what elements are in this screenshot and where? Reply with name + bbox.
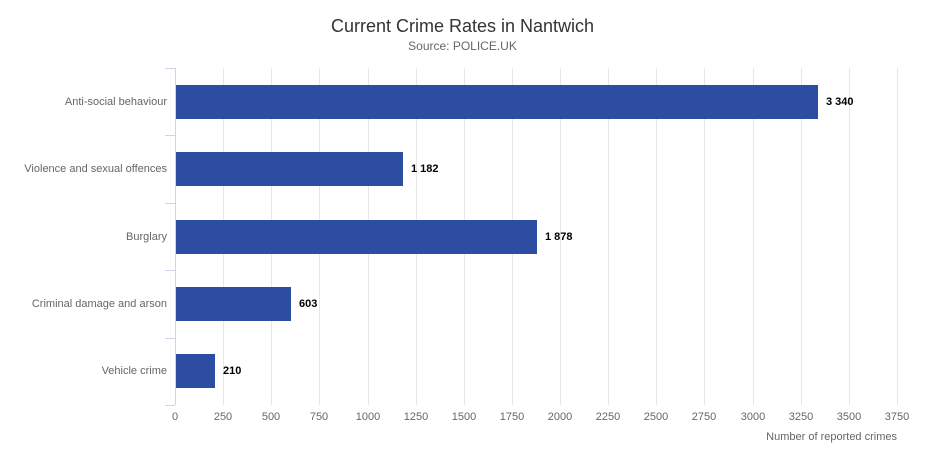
value-axis-tick-label: 3750	[884, 411, 910, 423]
bar-value-label: 3 340	[826, 96, 854, 108]
value-axis-tick-label: 500	[261, 411, 281, 423]
bar-value-label: 1 182	[411, 163, 439, 175]
bar-burglary[interactable]	[175, 220, 537, 254]
gridline	[897, 68, 898, 405]
value-axis-tick-label: 250	[213, 411, 233, 423]
value-axis-tick-label: 1250	[403, 411, 429, 423]
gridline	[801, 68, 802, 405]
category-tick	[165, 203, 175, 204]
category-tick	[165, 270, 175, 271]
bar-anti-social-behaviour[interactable]	[175, 85, 818, 119]
category-label: Vehicle crime	[101, 365, 167, 377]
category-axis-line	[175, 68, 176, 405]
bar-vehicle-crime[interactable]	[175, 354, 215, 388]
value-axis-tick-label: 1750	[499, 411, 525, 423]
gridline	[608, 68, 609, 405]
gridline	[849, 68, 850, 405]
value-axis-tick-label: 3250	[788, 411, 814, 423]
bar-criminal-damage-and-arson[interactable]	[175, 287, 291, 321]
plot-area: 3 340 1 182 1 878 603 210	[175, 68, 898, 405]
chart-title: Current Crime Rates in Nantwich	[330, 16, 595, 36]
value-axis-tick-label: 1500	[451, 411, 477, 423]
category-tick	[165, 338, 175, 339]
category-tick	[165, 405, 175, 406]
value-axis-title: Number of reported crimes	[766, 431, 897, 443]
value-axis-tick-label: 2000	[547, 411, 573, 423]
gridline	[753, 68, 754, 405]
bar-violence-and-sexual-offences[interactable]	[175, 152, 403, 186]
value-axis-tick-label: 2750	[691, 411, 717, 423]
value-axis-tick-label: 2250	[595, 411, 621, 423]
category-label: Criminal damage and arson	[31, 298, 167, 310]
gridline	[560, 68, 561, 405]
value-axis-tick-label: 750	[309, 411, 329, 423]
value-axis-tick-label: 2500	[643, 411, 669, 423]
category-tick	[165, 68, 175, 69]
category-label: Violence and sexual offences	[24, 163, 167, 175]
value-axis-tick-label: 0	[171, 411, 179, 423]
category-label: Anti-social behaviour	[64, 96, 167, 108]
gridline	[656, 68, 657, 405]
category-label: Burglary	[126, 231, 167, 243]
category-tick	[165, 135, 175, 136]
bar-value-label: 1 878	[545, 231, 573, 243]
bar-value-label: 210	[223, 365, 242, 377]
value-axis-tick-label: 3500	[836, 411, 862, 423]
gridline	[704, 68, 705, 405]
chart-subtitle: Source: POLICE.UK	[408, 39, 517, 53]
bar-value-label: 603	[299, 298, 318, 310]
category-axis-labels: Anti-social behaviour Violence and sexual…	[17, 68, 167, 405]
value-axis-tick-label: 3000	[740, 411, 766, 423]
value-axis-tick-label: 1000	[355, 411, 381, 423]
